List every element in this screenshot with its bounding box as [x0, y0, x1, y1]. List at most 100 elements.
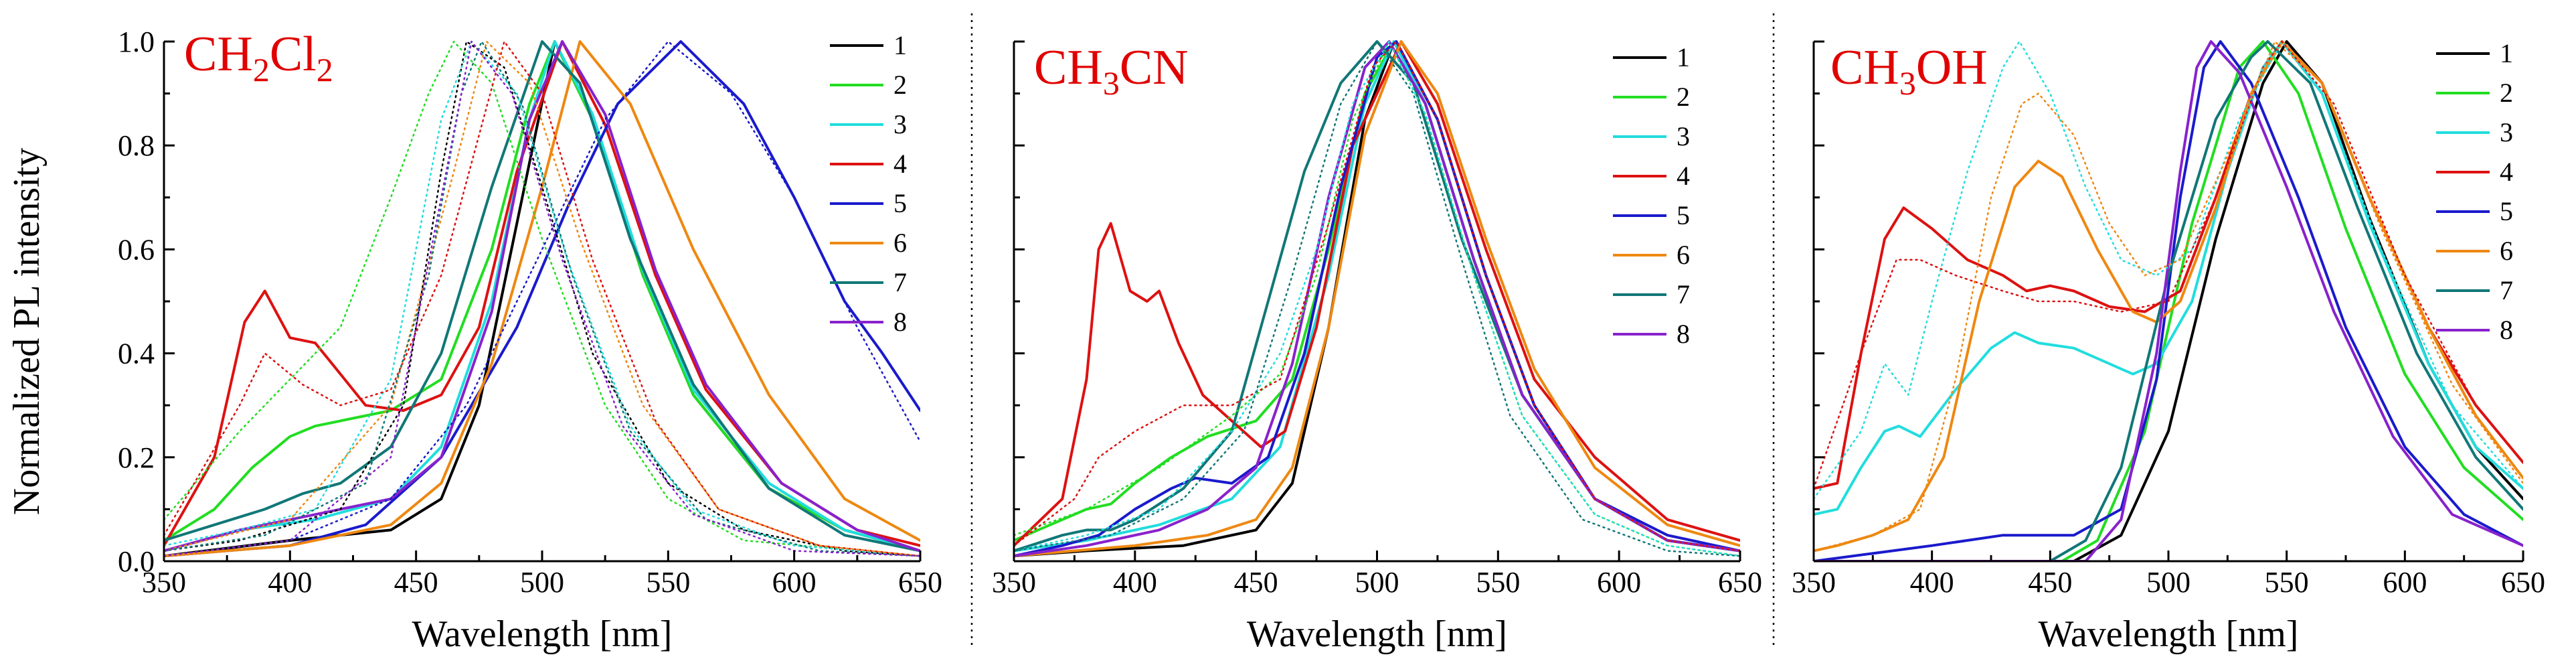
series-line-2-solid [164, 40, 920, 552]
series-line-4-dotted [1814, 40, 2523, 490]
series-line-2-dotted [1014, 40, 1740, 557]
legend-label-7: 7 [893, 267, 907, 297]
series-line-6-solid [1014, 40, 1740, 558]
series-group [1814, 40, 2523, 561]
legend-label-4: 4 [2500, 157, 2513, 187]
solvent-subscript: 3 [1103, 64, 1120, 102]
legend-label-4: 4 [1677, 161, 1690, 191]
series-line-1-dotted [164, 40, 920, 557]
solvent-label: CH2Cl2 [184, 27, 333, 88]
series-line-8-solid [1814, 40, 2523, 561]
x-tick-label: 550 [2265, 566, 2309, 599]
series-line-3-dotted [1814, 40, 2523, 500]
chart-panel-1: 350 400 450 500 550 600 650 0.0 0.2 0.4 0.6 0.8 1.0 W… [118, 25, 942, 655]
series-line-6-solid [164, 40, 920, 558]
x-axis-title: Wavelength [nm] [1247, 613, 1507, 655]
legend-label-2: 2 [893, 70, 907, 100]
x-tick-label: 350 [992, 566, 1036, 599]
legend-label-2: 2 [2500, 78, 2513, 108]
legend-label-1: 1 [2500, 38, 2513, 68]
x-tick-label: 500 [520, 566, 564, 599]
legend-label-3: 3 [1677, 121, 1690, 151]
x-tick-label: 450 [394, 566, 438, 599]
y-tick-label: 0.8 [118, 129, 155, 162]
series-line-7-solid [1814, 40, 2523, 561]
series-line-7-dotted [1014, 40, 1740, 557]
panels: 350 400 450 500 550 600 650 0.0 0.2 0.4 0.6 0.8 1.0 W… [118, 25, 2545, 655]
series-line-5-solid [1014, 40, 1740, 558]
solvent-text: CN [1120, 40, 1189, 95]
series-line-4-dotted [164, 40, 920, 557]
legend-label-5: 5 [893, 188, 907, 218]
series-line-7-solid [164, 40, 920, 552]
x-tick-label: 600 [2383, 566, 2427, 599]
x-tick-label: 350 [1792, 566, 1836, 599]
solvent-subscript: 2 [317, 51, 333, 88]
legend-label-5: 5 [2500, 196, 2513, 226]
x-tick-label: 400 [1113, 566, 1157, 599]
x-tick-label: 600 [1597, 566, 1641, 599]
legend-label-2: 2 [1677, 82, 1690, 112]
y-tick-label: 1.0 [118, 25, 155, 58]
legend-label-6: 6 [1677, 240, 1690, 270]
series-line-4-solid [164, 40, 920, 547]
series-line-7-dotted [164, 40, 920, 557]
series-line-2-solid [1814, 40, 2523, 561]
x-tick-label: 500 [1355, 566, 1399, 599]
legend-label-1: 1 [893, 30, 907, 60]
legend-label-7: 7 [1677, 279, 1690, 309]
solvent-text: CH [1830, 40, 1899, 95]
series-line-8-dotted [164, 40, 920, 557]
series-line-8-solid [1014, 40, 1740, 558]
solvent-text: CH [1034, 40, 1103, 95]
x-tick-label: 550 [646, 566, 690, 599]
x-tick-label: 400 [1910, 566, 1954, 599]
legend-label-4: 4 [893, 149, 907, 179]
x-tick-label: 450 [1234, 566, 1278, 599]
legend-label-3: 3 [2500, 117, 2513, 147]
legend-label-1: 1 [1677, 42, 1690, 72]
x-tick-label: 650 [898, 566, 942, 599]
series-line-5-solid [1814, 40, 2523, 561]
x-tick-label: 450 [2028, 566, 2072, 599]
legend-label-8: 8 [2500, 315, 2513, 345]
series-group [1014, 40, 1740, 558]
x-tick-label: 550 [1476, 566, 1520, 599]
y-tick-label: 0.6 [118, 233, 155, 266]
y-tick-label: 0.0 [118, 545, 155, 578]
solvent-text: OH [1916, 40, 1988, 95]
legend-label-8: 8 [893, 307, 907, 337]
solvent-text: Cl [270, 27, 317, 82]
solvent-text: CH [184, 27, 253, 82]
y-tick-label: 0.4 [118, 338, 155, 370]
series-line-8-solid [164, 40, 920, 552]
solvent-subscript: 3 [1899, 64, 1916, 102]
legend-label-7: 7 [2500, 275, 2513, 305]
x-tick-label: 500 [2146, 566, 2191, 599]
x-tick-label: 600 [772, 566, 817, 599]
y-axis-title: Normalized PL intensity [6, 148, 48, 516]
x-tick-label: 400 [268, 566, 312, 599]
solvent-label: CH3OH [1830, 40, 1988, 102]
series-line-6-solid [1814, 40, 2523, 552]
series-line-5-dotted [164, 40, 920, 557]
x-tick-label: 650 [1718, 566, 1762, 599]
series-line-2-dotted [164, 40, 920, 557]
x-axis-title: Wavelength [nm] [412, 613, 673, 655]
legend-label-8: 8 [1677, 319, 1690, 349]
legend-label-5: 5 [1677, 200, 1690, 230]
x-tick-label: 650 [2501, 566, 2545, 599]
legend-label-6: 6 [893, 228, 907, 258]
series-line-4-solid [1014, 40, 1740, 547]
solvent-label: CH3CN [1034, 40, 1189, 102]
series-line-6-dotted [1814, 40, 2523, 552]
x-tick-label: 350 [142, 566, 186, 599]
series-group [164, 40, 920, 558]
legend-label-6: 6 [2500, 236, 2513, 266]
legend-label-3: 3 [893, 109, 907, 139]
series-line-3-solid [164, 40, 920, 552]
solvent-subscript: 2 [253, 51, 270, 88]
